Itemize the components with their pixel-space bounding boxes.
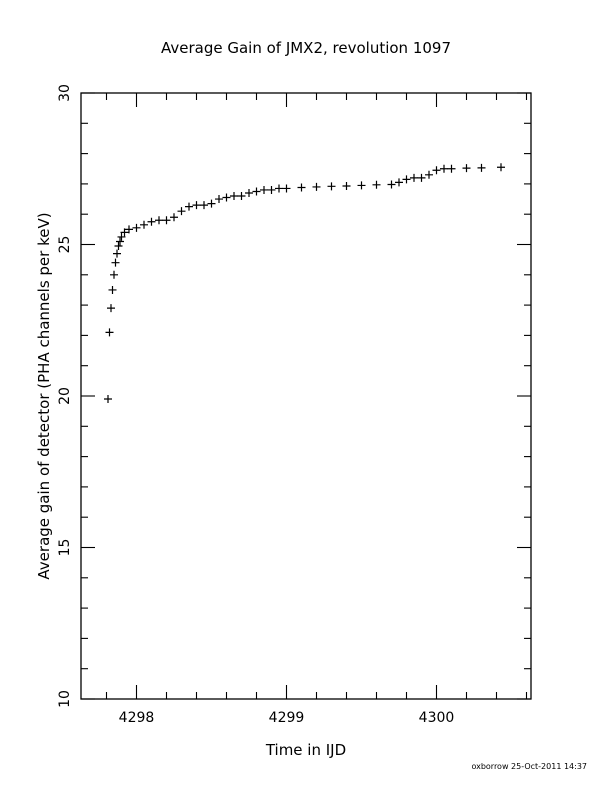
data-point (342, 182, 351, 191)
data-point (477, 163, 486, 172)
data-point (147, 217, 156, 226)
data-point (116, 237, 124, 246)
data-point (170, 213, 178, 222)
data-point (297, 183, 306, 192)
data-point (207, 199, 216, 208)
data-point (185, 202, 193, 211)
data-point (125, 225, 133, 234)
y-tick-label: 10 (57, 690, 73, 708)
data-point (108, 285, 117, 294)
data-point (107, 304, 115, 313)
axis-ticks (81, 92, 531, 700)
data-point (327, 182, 336, 191)
data-point (357, 181, 366, 190)
data-point (275, 184, 283, 193)
data-point (387, 180, 396, 189)
data-point (425, 170, 433, 179)
data-point (110, 270, 118, 279)
data-point (155, 216, 163, 225)
data-point (132, 223, 141, 232)
y-tick-label: 20 (57, 387, 73, 405)
data-point (192, 201, 201, 210)
data-point (462, 164, 471, 173)
data-point (417, 173, 426, 182)
data-point (113, 249, 121, 258)
data-point (372, 180, 381, 189)
chart-title: Average Gain of JMX2, revolution 1097 (161, 39, 451, 57)
y-tick-label: 30 (57, 84, 73, 102)
data-point (111, 258, 120, 267)
data-point (237, 192, 246, 201)
data-point (117, 232, 126, 241)
plot-frame (80, 92, 532, 700)
data-point (312, 182, 321, 191)
data-point (447, 164, 456, 173)
x-tick-labels: 4298 4299 4300 (119, 710, 455, 726)
data-point (402, 175, 411, 184)
footer-credit: oxborrow 25-Oct-2011 14:37 (471, 762, 587, 771)
data-point (497, 163, 505, 172)
data-point (440, 164, 448, 173)
x-tick-label: 4300 (419, 710, 455, 726)
data-point (252, 187, 261, 196)
y-axis-label: Average gain of detector (PHA channels p… (35, 212, 53, 579)
data-point (114, 242, 123, 251)
data-point (200, 201, 208, 210)
data-point (215, 195, 223, 204)
data-point (177, 207, 186, 216)
data-point (410, 173, 418, 182)
x-tick-label: 4298 (119, 710, 155, 726)
data-points (104, 163, 505, 404)
data-point (105, 328, 114, 337)
x-tick-label: 4299 (269, 710, 305, 726)
data-point (282, 184, 291, 193)
x-axis-label: Time in IJD (265, 741, 346, 759)
data-point (432, 166, 441, 175)
data-point (245, 188, 253, 197)
data-point (267, 185, 276, 194)
data-point (162, 216, 171, 225)
data-point (120, 228, 129, 237)
y-tick-labels: 10 15 20 25 30 (57, 84, 73, 708)
y-tick-label: 15 (57, 539, 73, 557)
data-point (140, 220, 148, 229)
data-point (230, 192, 238, 201)
data-point (260, 185, 268, 194)
data-point (395, 178, 403, 187)
data-point (222, 193, 231, 202)
y-tick-label: 25 (57, 236, 73, 254)
data-point (104, 395, 112, 404)
